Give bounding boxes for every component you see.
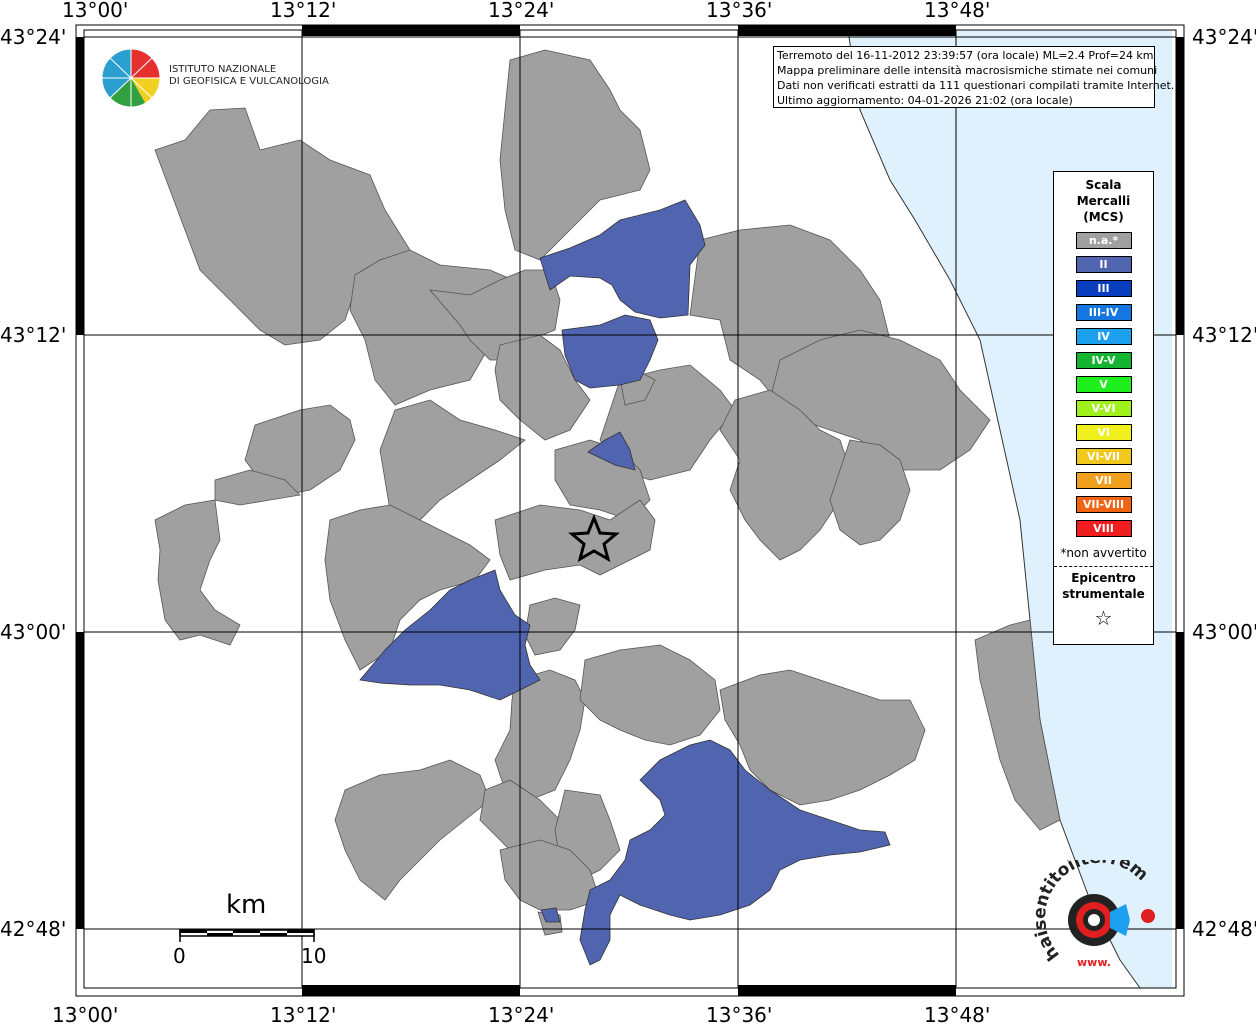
- legend-separator: [1054, 566, 1153, 567]
- mcs-legend: Scala Mercalli (MCS) n.a.* II III III-IV IV I…: [1053, 171, 1154, 645]
- institute-line-2: DI GEOFISICA E VULCANOLOGIA: [169, 76, 329, 87]
- lat-label-right-2: 43°00': [1192, 620, 1256, 644]
- lon-label-bottom-4: 13°48': [924, 1003, 990, 1024]
- legend-epicenter-line-2: strumentale: [1062, 587, 1145, 601]
- municipalities-ii: [359, 199, 891, 966]
- legend-swatch-1: II: [1075, 256, 1132, 273]
- legend-swatch-5: IV-V: [1075, 352, 1132, 369]
- legend-swatch-3: III-IV: [1075, 304, 1132, 321]
- legend-swatch-7: V-VI: [1075, 400, 1132, 417]
- legend-swatch-6: V: [1075, 376, 1132, 393]
- lon-label-top-0: 13°00': [62, 0, 128, 22]
- legend-swatch-0: n.a.*: [1075, 232, 1132, 249]
- legend-epicenter-label: Epicentro strumentale: [1054, 570, 1153, 602]
- legend-swatch-10: VII: [1075, 472, 1132, 489]
- municipalities-na: [154, 49, 1061, 936]
- institute-name: ISTITUTO NAZIONALE DI GEOFISICA E VULCAN…: [169, 64, 329, 88]
- legend-title: Scala Mercalli (MCS): [1054, 177, 1153, 225]
- legend-star-icon: ☆: [1094, 606, 1113, 630]
- institute-line-1: ISTITUTO NAZIONALE: [169, 64, 277, 75]
- lon-label-bottom-2: 13°24': [488, 1003, 554, 1024]
- legend-swatch-8: VI: [1075, 424, 1132, 441]
- scale-bar: [179, 929, 315, 942]
- legend-note: *non avvertito: [1060, 546, 1147, 560]
- event-info-line-4: Ultimo aggiornamento: 04-01-2026 21:02 (…: [777, 94, 1073, 107]
- legend-title-line-2: Mercalli: [1076, 194, 1131, 208]
- legend-swatch-11: VII-VIII: [1075, 496, 1132, 513]
- epicenter-star: [568, 513, 620, 563]
- legend-title-line-3: (MCS): [1083, 210, 1124, 224]
- lon-label-top-4: 13°48': [924, 0, 990, 22]
- lat-label-left-2: 43°00': [0, 620, 66, 644]
- event-info-line-3: Dati non verificati estratti da 111 ques…: [777, 79, 1175, 92]
- lon-label-top-2: 13°24': [488, 0, 554, 22]
- coastline: [847, 29, 1141, 989]
- lat-label-left-3: 42°48': [0, 917, 66, 941]
- lon-label-bottom-3: 13°36': [706, 1003, 772, 1024]
- legend-swatches: n.a.* II III III-IV IV IV-V V V-VI VI VI-VII VII VI…: [1054, 232, 1153, 537]
- haisentito-www: www.: [1077, 956, 1111, 969]
- legend-swatch-12: VIII: [1075, 520, 1132, 537]
- haisentito-logo-icon: haisentitoilterremoto.it www.: [1030, 860, 1155, 969]
- scale-max: 10: [301, 944, 327, 968]
- lat-label-left-1: 43°12': [0, 323, 66, 347]
- legend-swatch-2: III: [1075, 280, 1132, 297]
- legend-swatch-9: VI-VII: [1075, 448, 1132, 465]
- event-info-line-2: Mappa preliminare delle intensità macros…: [777, 64, 1158, 77]
- lon-label-bottom-0: 13°00': [52, 1003, 118, 1024]
- scale-min: 0: [173, 944, 186, 968]
- lat-label-right-1: 43°12': [1192, 323, 1256, 347]
- scale-unit: km: [226, 890, 267, 920]
- lon-label-top-1: 13°12': [270, 0, 336, 22]
- map-frame: [75, 24, 1185, 997]
- lat-label-right-3: 42°48': [1192, 917, 1256, 941]
- lon-label-bottom-1: 13°12': [270, 1003, 336, 1024]
- event-info-line-1: Terremoto del 16-11-2012 23:39:57 (ora l…: [777, 49, 1154, 62]
- event-info-box: Terremoto del 16-11-2012 23:39:57 (ora l…: [773, 46, 1175, 108]
- legend-epicenter-line-1: Epicentro: [1071, 571, 1136, 585]
- ingv-logo-icon: [101, 48, 161, 108]
- lon-label-top-3: 13°36': [706, 0, 772, 22]
- lat-label-right-0: 43°24': [1192, 25, 1256, 49]
- lat-label-left-0: 43°24': [0, 25, 66, 49]
- legend-title-line-1: Scala: [1085, 178, 1122, 192]
- legend-swatch-4: IV: [1075, 328, 1132, 345]
